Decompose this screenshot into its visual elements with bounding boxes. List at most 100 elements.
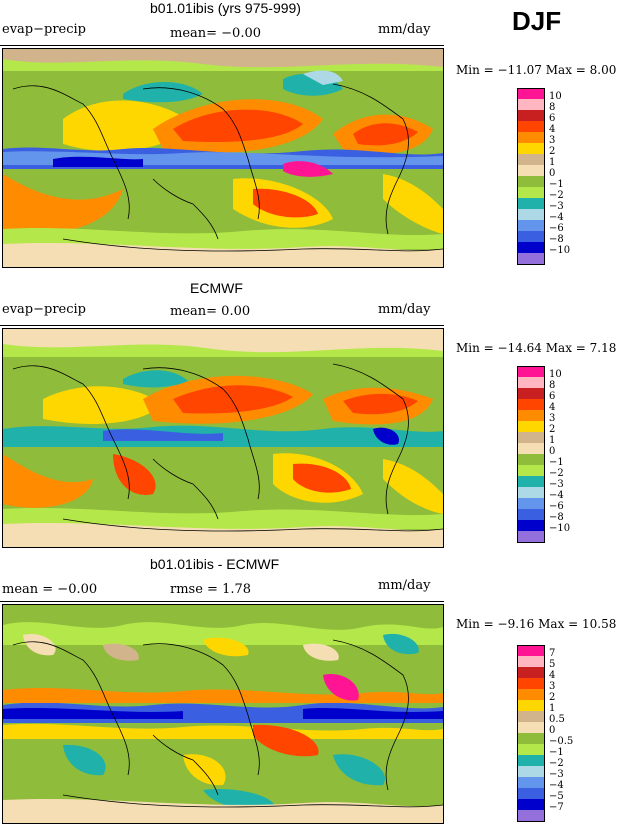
- panel1-legend-colorbar: [517, 88, 545, 265]
- panel2-mean-label: mean= 0.00: [170, 304, 251, 319]
- legend-tick: 4: [549, 670, 556, 681]
- legend-tick: 6: [549, 391, 556, 402]
- legend-swatch: [518, 799, 544, 810]
- legend-swatch: [518, 744, 544, 755]
- panel1-legend: 10 8 6 4 3 2 1 0 −1 −2 −3 −4 −6 −8 −10: [517, 88, 577, 268]
- legend-tick: 0.5: [549, 714, 565, 725]
- panel2-title: ECMWF: [190, 280, 243, 296]
- panel3-map: [2, 604, 444, 824]
- panel3-legend-colorbar: [517, 645, 545, 822]
- legend-swatch: [518, 520, 544, 531]
- legend-tick: 0: [549, 168, 556, 179]
- panel2-minmax: Min = −14.64 Max = 7.18: [456, 341, 617, 355]
- legend-swatch: [518, 110, 544, 121]
- legend-swatch: [518, 810, 544, 821]
- legend-swatch: [518, 231, 544, 242]
- legend-tick: 0: [549, 446, 556, 457]
- panel2-map-field: [3, 329, 443, 547]
- panel3-map-field: [3, 605, 443, 823]
- legend-tick: −10: [549, 523, 571, 534]
- legend-tick: 3: [549, 413, 556, 424]
- legend-tick: −10: [549, 245, 571, 256]
- legend-swatch: [518, 377, 544, 388]
- legend-tick: −8: [549, 512, 564, 523]
- legend-tick: 3: [549, 135, 556, 146]
- legend-swatch: [518, 476, 544, 487]
- legend-swatch: [518, 154, 544, 165]
- legend-swatch: [518, 399, 544, 410]
- legend-swatch: [518, 646, 544, 656]
- panel2-top-rule: [0, 325, 444, 326]
- panel1-units-label: mm/day: [378, 22, 431, 37]
- legend-tick: −1: [549, 747, 564, 758]
- legend-tick: 10: [549, 91, 562, 102]
- legend-tick: −2: [549, 468, 564, 479]
- legend-tick: −1: [549, 179, 564, 190]
- panel1-top-rule: [0, 45, 444, 46]
- legend-swatch: [518, 454, 544, 465]
- legend-swatch: [518, 722, 544, 733]
- panel1-title: b01.01ibis (yrs 975-999): [150, 0, 301, 16]
- panel1-minmax: Min = −11.07 Max = 8.00: [456, 63, 617, 77]
- panel1-map-field: [3, 49, 443, 267]
- legend-swatch: [518, 410, 544, 421]
- legend-tick: 1: [549, 157, 556, 168]
- panel3-rmse-label: rmse = 1.78: [170, 582, 252, 597]
- legend-tick: 8: [549, 102, 556, 113]
- legend-tick: 2: [549, 424, 556, 435]
- legend-swatch: [518, 777, 544, 788]
- legend-swatch: [518, 531, 544, 542]
- legend-swatch: [518, 209, 544, 220]
- legend-tick: 8: [549, 380, 556, 391]
- legend-swatch: [518, 176, 544, 187]
- panel3-top-rule: [0, 601, 444, 602]
- legend-tick: 5: [549, 659, 556, 670]
- legend-swatch: [518, 656, 544, 667]
- panel1-map: [2, 48, 444, 268]
- legend-tick: 1: [549, 435, 556, 446]
- legend-tick: 7: [549, 648, 556, 659]
- legend-tick: −6: [549, 223, 564, 234]
- legend-tick: −3: [549, 479, 564, 490]
- legend-swatch: [518, 198, 544, 209]
- legend-swatch: [518, 667, 544, 678]
- legend-tick: −3: [549, 201, 564, 212]
- legend-tick: −4: [549, 212, 564, 223]
- legend-tick: 2: [549, 146, 556, 157]
- legend-swatch: [518, 165, 544, 176]
- panel1-mean-label: mean= −0.00: [170, 26, 262, 41]
- legend-swatch: [518, 121, 544, 132]
- legend-swatch: [518, 253, 544, 264]
- legend-swatch: [518, 187, 544, 198]
- panel3-minmax: Min = −9.16 Max = 10.58: [456, 617, 617, 631]
- legend-tick: 4: [549, 124, 556, 135]
- legend-tick: −6: [549, 501, 564, 512]
- panel2-map: [2, 328, 444, 548]
- legend-tick: −2: [549, 190, 564, 201]
- legend-swatch: [518, 700, 544, 711]
- legend-swatch: [518, 89, 544, 99]
- legend-tick: 6: [549, 113, 556, 124]
- legend-swatch: [518, 509, 544, 520]
- legend-swatch: [518, 733, 544, 744]
- season-label: DJF: [512, 6, 562, 36]
- legend-tick: −4: [549, 780, 564, 791]
- panel1-variable-label: evap−precip: [2, 22, 86, 37]
- panel2-units-label: mm/day: [378, 302, 431, 317]
- legend-tick: −4: [549, 490, 564, 501]
- legend-swatch: [518, 99, 544, 110]
- legend-swatch: [518, 678, 544, 689]
- legend-tick: −3: [549, 769, 564, 780]
- panel2-legend: 10 8 6 4 3 2 1 0 −1 −2 −3 −4 −6 −8 −10: [517, 366, 577, 546]
- legend-swatch: [518, 755, 544, 766]
- panel3-units-label: mm/day: [378, 578, 431, 593]
- legend-swatch: [518, 465, 544, 476]
- legend-tick: −2: [549, 758, 564, 769]
- legend-tick: −5: [549, 791, 564, 802]
- panel3-mean-label: mean = −0.00: [2, 582, 98, 597]
- legend-swatch: [518, 132, 544, 143]
- legend-tick: 4: [549, 402, 556, 413]
- legend-swatch: [518, 242, 544, 253]
- panel3-title: b01.01ibis - ECMWF: [150, 556, 280, 572]
- legend-swatch: [518, 766, 544, 777]
